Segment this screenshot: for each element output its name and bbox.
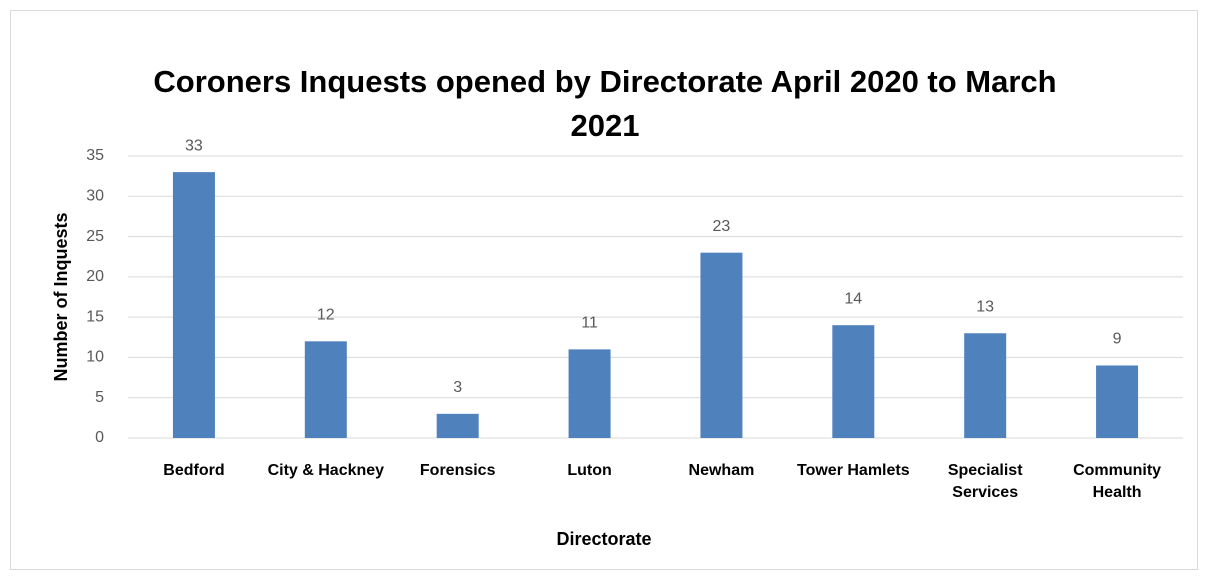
y-tick-label: 15 — [86, 308, 104, 325]
y-tick-label: 25 — [86, 228, 104, 245]
data-label: 9 — [1113, 331, 1122, 348]
y-axis-title: Number of Inquests — [51, 212, 71, 381]
x-tick-label: Bedford — [163, 462, 225, 479]
chart-border — [10, 10, 1198, 570]
y-tick-label: 20 — [86, 268, 104, 285]
bar — [700, 252, 743, 438]
y-tick-label: 5 — [95, 389, 104, 406]
data-label: 14 — [844, 290, 862, 307]
bar — [1096, 365, 1139, 438]
bar — [832, 325, 875, 438]
data-label: 13 — [976, 298, 994, 315]
x-tick-label: Tower Hamlets — [797, 462, 910, 479]
data-label: 11 — [581, 315, 598, 332]
x-tick-label: Community Health — [1073, 462, 1162, 501]
x-axis-title: Directorate — [556, 529, 652, 549]
y-tick-label: 0 — [95, 429, 104, 446]
bar — [304, 341, 347, 438]
y-tick-label: 35 — [86, 147, 104, 164]
x-tick-label: Specialist Services — [947, 462, 1023, 501]
x-tick-label: Luton — [567, 462, 612, 479]
data-label: 12 — [317, 307, 335, 324]
x-tick-label: Newham — [688, 462, 755, 479]
y-tick-label: 10 — [86, 349, 104, 366]
bar — [568, 349, 611, 438]
bar — [436, 413, 479, 438]
chart-title: Coroners Inquests opened by Directorate … — [153, 64, 1057, 143]
x-tick-label: Forensics — [419, 462, 496, 479]
data-label: 3 — [453, 379, 462, 396]
data-label: 33 — [185, 137, 203, 154]
x-tick-label: City & Hackney — [267, 462, 385, 479]
y-tick-label: 30 — [86, 188, 104, 205]
bar — [964, 333, 1007, 438]
data-label: 23 — [713, 218, 731, 235]
bar — [172, 172, 215, 438]
